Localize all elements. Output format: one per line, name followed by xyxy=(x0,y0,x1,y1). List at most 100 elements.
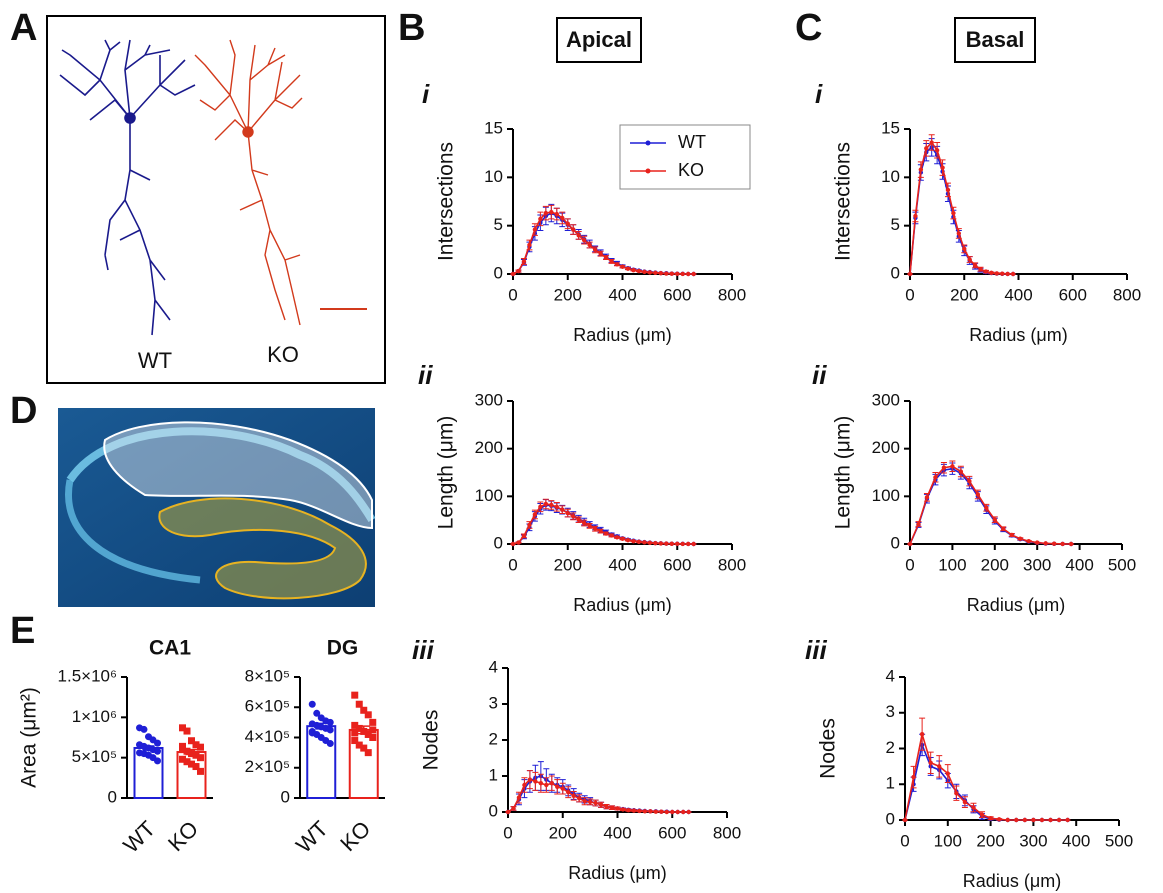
data-point xyxy=(1018,536,1023,541)
data-point xyxy=(140,725,148,733)
x-tick-label: 0 xyxy=(503,823,512,842)
data-point xyxy=(1009,532,1014,538)
data-point xyxy=(664,271,669,276)
data-point xyxy=(913,213,918,219)
data-point xyxy=(609,805,615,810)
x-tick-label: 500 xyxy=(1105,831,1133,850)
data-point xyxy=(636,268,642,274)
y-axis-label: Length (μm) xyxy=(435,416,458,530)
data-point xyxy=(962,246,967,252)
y-tick-label: 0 xyxy=(281,787,290,806)
data-point xyxy=(1031,817,1036,823)
data-point xyxy=(658,271,664,276)
data-point xyxy=(642,269,647,275)
data-point xyxy=(620,807,626,812)
y-tick-label: 0 xyxy=(489,801,498,820)
data-point xyxy=(669,541,674,546)
data-point xyxy=(691,271,696,277)
data-point xyxy=(1068,541,1074,547)
x-tick-label: 0 xyxy=(905,285,914,304)
panel-a-frame xyxy=(46,15,386,384)
data-point xyxy=(653,270,658,276)
data-point xyxy=(549,502,554,508)
data-point xyxy=(560,215,565,221)
data-point xyxy=(1010,271,1016,277)
data-point xyxy=(364,711,372,719)
data-point xyxy=(625,537,631,543)
y-axis-label: Nodes xyxy=(420,710,443,771)
neuron-label: KO xyxy=(267,342,299,367)
data-point xyxy=(581,520,587,526)
data-point xyxy=(928,760,933,765)
x-tick-label: 200 xyxy=(554,555,582,574)
data-point xyxy=(967,257,972,262)
data-point xyxy=(659,809,664,814)
y-axis-label: Area (μm²) xyxy=(18,687,41,788)
legend-marker xyxy=(645,140,651,146)
x-tick-label: 300 xyxy=(1023,555,1051,574)
y-tick-label: 200 xyxy=(872,438,900,457)
data-point xyxy=(197,767,204,775)
data-point xyxy=(505,809,511,815)
x-tick-label: 400 xyxy=(1065,555,1093,574)
data-point xyxy=(669,271,674,276)
data-point xyxy=(326,718,334,726)
x-tick-label: 800 xyxy=(1113,285,1141,304)
data-point xyxy=(945,187,951,193)
data-point xyxy=(918,167,924,172)
data-point xyxy=(1035,540,1040,545)
x-tick-label: 600 xyxy=(1059,285,1087,304)
data-point xyxy=(587,523,592,529)
x-tick-label: KO xyxy=(335,816,375,856)
data-point xyxy=(984,505,989,510)
data-point xyxy=(934,148,940,153)
data-point xyxy=(647,270,653,275)
y-tick-label: 300 xyxy=(475,390,503,409)
data-point xyxy=(576,517,581,522)
legend-marker xyxy=(645,168,651,174)
data-point xyxy=(532,512,538,517)
data-point xyxy=(326,726,334,734)
x-axis-label: Radius (μm) xyxy=(573,595,671,615)
data-point xyxy=(609,533,614,538)
data-point xyxy=(566,790,571,795)
x-axis-label: Radius (μm) xyxy=(969,325,1067,345)
x-tick-label: WT xyxy=(291,816,333,858)
y-tick-label: 5 xyxy=(494,215,503,234)
data-point xyxy=(192,763,200,771)
data-point xyxy=(592,526,598,531)
data-point xyxy=(680,271,685,277)
data-point xyxy=(962,799,968,805)
data-point xyxy=(543,210,549,216)
cell-layer xyxy=(66,427,376,523)
data-point xyxy=(560,786,565,791)
data-point xyxy=(603,255,609,260)
data-point xyxy=(576,233,581,238)
data-point xyxy=(604,804,609,809)
legend-label: KO xyxy=(678,160,704,180)
data-point xyxy=(1043,541,1048,546)
data-point xyxy=(522,782,527,788)
data-point xyxy=(313,709,321,717)
data-point xyxy=(598,251,603,256)
x-tick-label: 600 xyxy=(663,285,691,304)
data-point xyxy=(626,808,631,813)
x-axis-label: Radius (μm) xyxy=(967,595,1065,615)
chart-title: DG xyxy=(327,637,359,660)
data-point xyxy=(532,227,538,232)
data-point xyxy=(978,266,983,272)
data-point xyxy=(554,211,559,217)
data-point xyxy=(554,504,559,510)
data-point xyxy=(1060,541,1065,547)
y-axis-label: Length (μm) xyxy=(832,416,855,530)
y-tick-label: 200 xyxy=(475,438,503,457)
data-point xyxy=(197,754,204,762)
data-point xyxy=(527,777,533,782)
ca1-region xyxy=(103,421,373,530)
data-point xyxy=(609,259,614,264)
panel-letter: A xyxy=(10,7,37,49)
data-point xyxy=(593,800,598,806)
x-tick-label: 400 xyxy=(608,555,636,574)
y-tick-label: 2×10⁵ xyxy=(245,757,290,776)
data-point xyxy=(979,812,985,817)
